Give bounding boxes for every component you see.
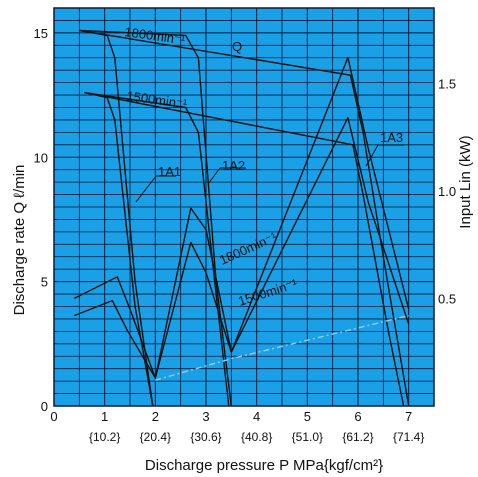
x-axis-title: Discharge pressure P MPa{kgf/cm²} bbox=[145, 457, 383, 474]
series-line-11 bbox=[230, 117, 410, 353]
x-tick-label-secondary: {10.2} bbox=[89, 430, 120, 444]
annotation-leaders bbox=[135, 144, 404, 203]
annotation-q: Q bbox=[232, 39, 242, 54]
x-tick-label-secondary: {30.6} bbox=[190, 430, 221, 444]
series-line-3 bbox=[84, 91, 230, 407]
series-line-10 bbox=[154, 241, 232, 379]
plot-frame bbox=[53, 7, 435, 407]
x-tick-labels: 0 1 2 3 4 5 6 7 {10.2} {20.4} {30.6} {40.8} {51.0} {6… bbox=[50, 409, 424, 444]
x-tick-label: 7 bbox=[405, 409, 412, 424]
x-tick-label: 2 bbox=[152, 409, 159, 424]
series-line-4 bbox=[84, 91, 405, 407]
y-axis-title: Discharge rate Q ℓ/min bbox=[11, 165, 28, 316]
annotation-1a3: 1A3 bbox=[380, 130, 403, 145]
x-tick-label: 1 bbox=[101, 409, 108, 424]
x-tick-label-secondary: {20.4} bbox=[140, 430, 171, 444]
y-tick-label: 15 bbox=[34, 26, 48, 41]
annotation-1a1: 1A1 bbox=[158, 164, 181, 179]
series-line-0 bbox=[79, 29, 232, 407]
x-tick-label: 0 bbox=[50, 409, 57, 424]
x-tick-label: 4 bbox=[253, 409, 260, 424]
series-line-6 bbox=[73, 276, 156, 379]
y-tick-label: 10 bbox=[34, 150, 48, 165]
x-tick-label-secondary: {40.8} bbox=[241, 430, 272, 444]
series-line-9 bbox=[74, 299, 156, 379]
annotation-1a2: 1A2 bbox=[222, 158, 245, 173]
series-line-1 bbox=[79, 29, 410, 407]
y2-axis-title: Input Lin (kW) bbox=[457, 135, 474, 228]
x-tick-label: 6 bbox=[354, 409, 361, 424]
grid-lines bbox=[54, 8, 434, 406]
series-line-2 bbox=[79, 29, 154, 407]
y-tick-label: 0 bbox=[41, 399, 48, 414]
y-tick-labels: 0 5 10 15 0.5 1.0 1.5 bbox=[34, 26, 457, 414]
curves bbox=[73, 29, 410, 407]
x-tick-label: 5 bbox=[304, 409, 311, 424]
x-tick-label-secondary: {61.2} bbox=[342, 430, 373, 444]
series-line-12 bbox=[155, 314, 409, 381]
x-tick-label-secondary: {71.4} bbox=[393, 430, 424, 444]
y-tick-label: 5 bbox=[41, 275, 48, 290]
x-tick-label: 3 bbox=[202, 409, 209, 424]
y2-tick-label: 0.5 bbox=[438, 291, 456, 306]
x-tick-label-secondary: {51.0} bbox=[292, 430, 323, 444]
series-line-7 bbox=[154, 207, 232, 379]
y2-tick-label: 1.5 bbox=[438, 76, 456, 91]
series-line-8 bbox=[230, 56, 410, 353]
y2-tick-label: 1.0 bbox=[438, 184, 456, 199]
